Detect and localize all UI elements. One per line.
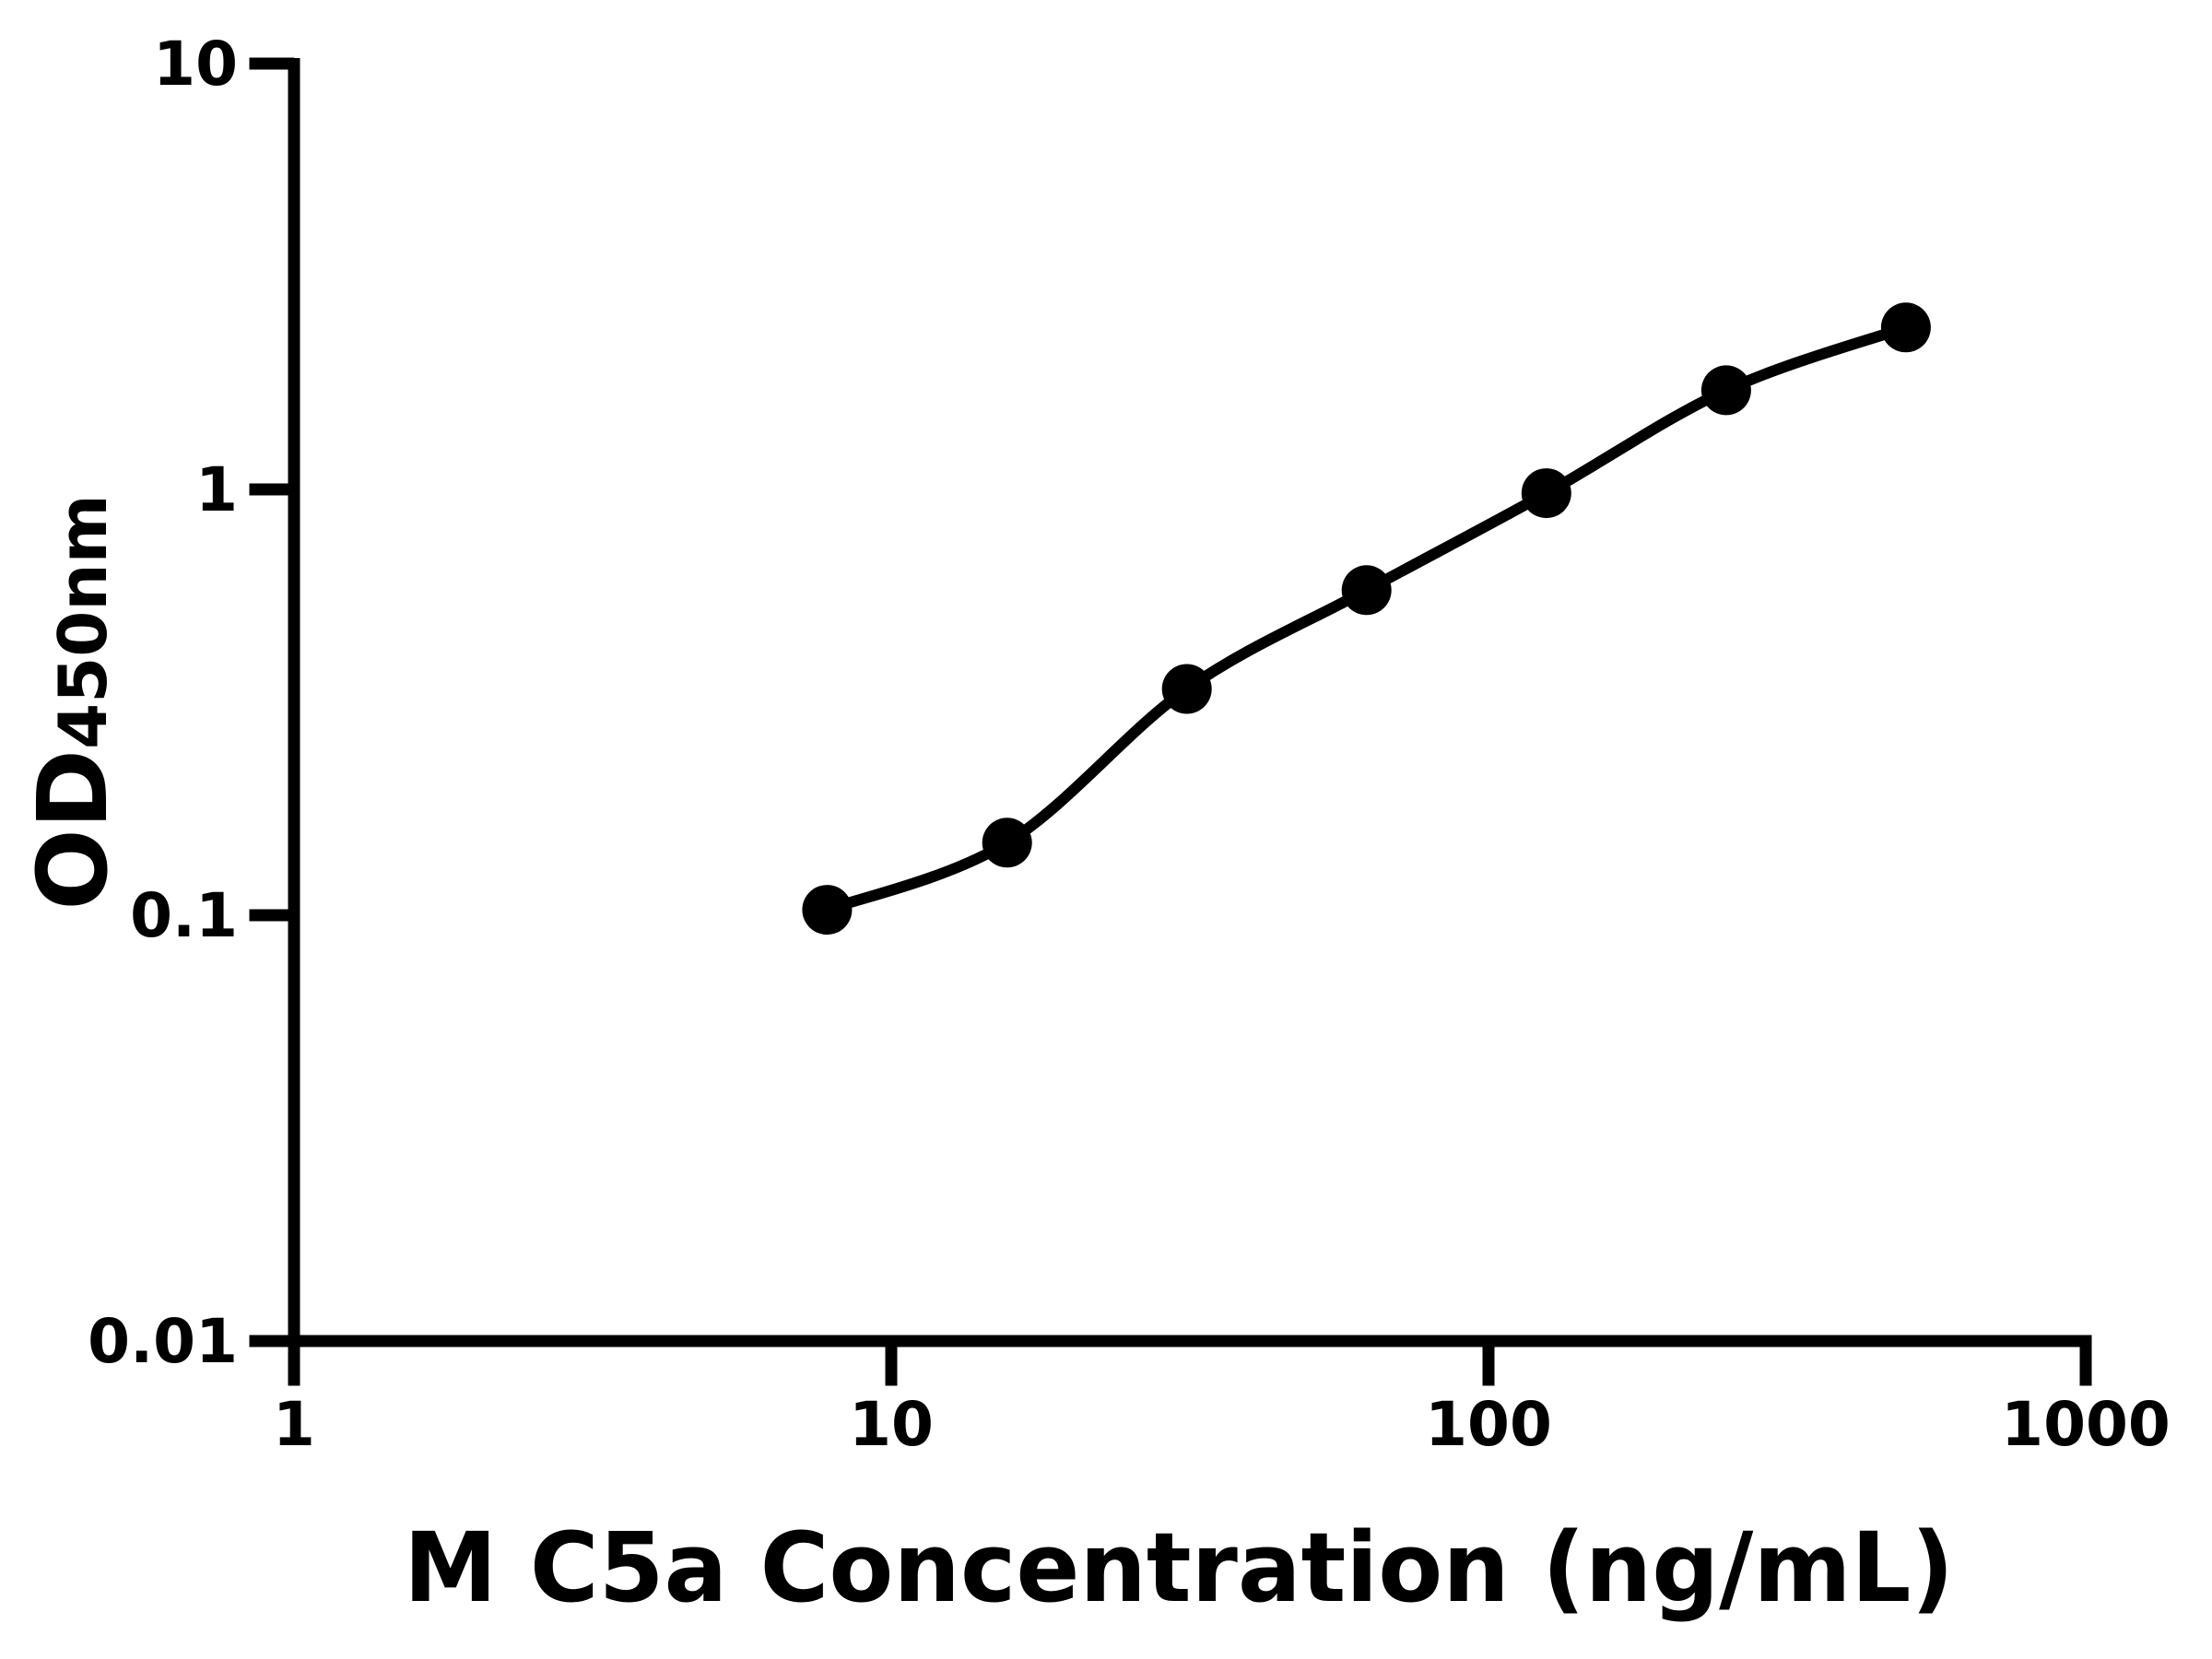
y-axis-title: OD450nm bbox=[17, 494, 129, 910]
y-tick-label: 0.01 bbox=[88, 1306, 238, 1377]
x-tick-label: 100 bbox=[1425, 1389, 1552, 1460]
data-point bbox=[1700, 365, 1751, 416]
y-tick-label: 10 bbox=[153, 29, 238, 100]
data-point bbox=[1521, 468, 1571, 519]
data-series-layer bbox=[802, 302, 1931, 935]
x-tick-label: 1000 bbox=[2001, 1389, 2171, 1460]
data-point bbox=[1161, 664, 1212, 714]
y-tick-label: 1 bbox=[195, 454, 238, 525]
data-point bbox=[1880, 302, 1931, 353]
fit-curve bbox=[825, 322, 1908, 915]
data-point bbox=[982, 818, 1032, 868]
x-axis-title: M C5a Concentration (ng/mL) bbox=[404, 1512, 1954, 1624]
data-point bbox=[1341, 565, 1392, 616]
axes-layer: 1 10 100 1000 10 1 0.1 0.01 bbox=[88, 29, 2171, 1460]
x-tick-label: 10 bbox=[849, 1389, 934, 1460]
y-axis-title-main: OD bbox=[17, 749, 129, 911]
data-point bbox=[802, 885, 853, 935]
y-axis-title-subscript: 450nm bbox=[44, 494, 122, 749]
y-tick-label: 0.1 bbox=[130, 880, 238, 951]
x-tick-label: 1 bbox=[273, 1389, 315, 1460]
